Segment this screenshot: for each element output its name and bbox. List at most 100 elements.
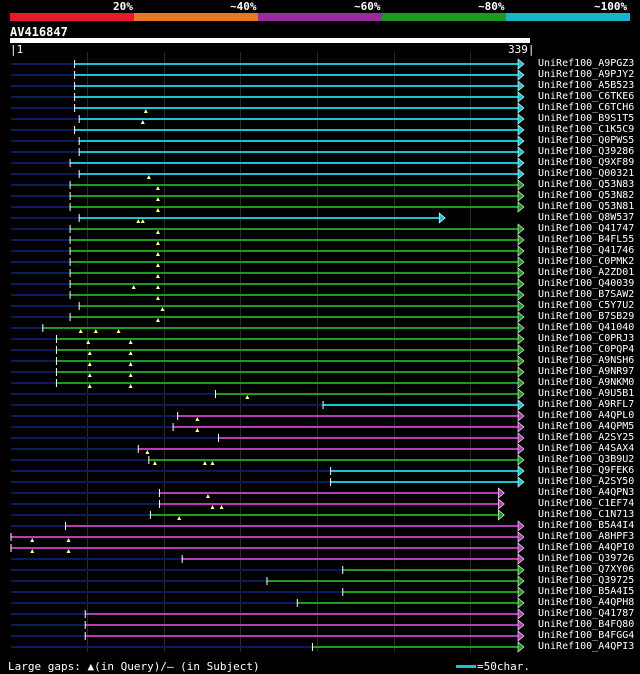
hit-arrow [517,476,525,488]
query-gap-marker [145,450,150,454]
hit-label[interactable]: UniRef100_Q0PWS5 [538,135,635,146]
hit-label[interactable]: UniRef100_Q9XF89 [538,157,635,168]
query-gap-marker [140,219,145,223]
hit-label[interactable]: UniRef100_A9PJY2 [538,69,635,80]
hit-arrow [517,135,525,147]
hit-label[interactable]: UniRef100_Q41746 [538,245,635,256]
hit-arrow [517,124,525,136]
hit-label[interactable]: UniRef100_B4FGG4 [538,630,635,641]
hit-label[interactable]: UniRef100_A2SY25 [538,432,635,443]
hit-arrow [517,553,525,565]
hit-label[interactable]: UniRef100_C0PRJ3 [538,333,635,344]
hit-label[interactable]: UniRef100_B5A4I5 [538,586,635,597]
hit-label[interactable]: UniRef100_Q9FEK6 [538,465,635,476]
hit-label[interactable]: UniRef100_A9U5B1 [538,388,635,399]
query-gap-marker [155,263,160,267]
hit-label[interactable]: UniRef100_C6TCH6 [538,102,635,113]
hit-label[interactable]: UniRef100_C0PMK2 [538,256,635,267]
hit-arrow [498,498,505,510]
hit-label[interactable]: UniRef100_A9NSH6 [538,355,635,366]
hit-arrow [517,322,525,334]
query-gap-marker [155,208,160,212]
query-gap-marker [87,384,92,388]
query-gap-marker [140,120,145,124]
hit-arrow [517,234,525,246]
hit-arrow [517,146,525,158]
hit-label[interactable]: UniRef100_B4FQ80 [538,619,635,630]
hit-label[interactable]: UniRef100_Q41040 [538,322,635,333]
hit-label[interactable]: UniRef100_A9NR97 [538,366,635,377]
query-gap-marker [245,395,250,399]
hit-label[interactable]: UniRef100_A4QPM5 [538,421,635,432]
hit-label[interactable]: UniRef100_A4QPI0 [538,542,635,553]
hit-label[interactable]: UniRef100_A4SAX4 [538,443,635,454]
query-gap-marker [195,417,200,421]
query-gap-marker [155,241,160,245]
hit-arrow [498,487,505,499]
hit-label[interactable]: UniRef100_Q41747 [538,223,635,234]
hit-label[interactable]: UniRef100_C1EF74 [538,498,635,509]
hit-arrow [517,377,525,389]
hit-label[interactable]: UniRef100_Q3B9U2 [538,454,635,465]
hit-arrow [517,454,525,466]
hit-label[interactable]: UniRef100_A2ZD01 [538,267,635,278]
hit-label[interactable]: UniRef100_C1N713 [538,509,635,520]
grid-line [164,52,165,652]
hit-arrow [517,80,525,92]
query-gap-marker [143,109,148,113]
hit-label[interactable]: UniRef100_C1K5C9 [538,124,635,135]
hit-arrow [517,564,525,576]
query-gap-marker [30,538,35,542]
hit-label[interactable]: UniRef100_C5Y7U2 [538,300,635,311]
hit-label[interactable]: UniRef100_Q39286 [538,146,635,157]
hit-label[interactable]: UniRef100_C0PQP4 [538,344,635,355]
hit-label[interactable]: UniRef100_Q39725 [538,575,635,586]
ruler-start: |1 [10,43,24,56]
hit-label[interactable]: UniRef100_A9PGZ3 [538,58,635,69]
query-gap-marker [155,296,160,300]
hit-label[interactable]: UniRef100_Q40039 [538,278,635,289]
hit-label[interactable]: UniRef100_Q39726 [538,553,635,564]
hit-arrow [517,278,525,290]
hit-label[interactable]: UniRef100_B7SAW2 [538,289,635,300]
hit-label[interactable]: UniRef100_A5B523 [538,80,635,91]
hit-arrow [517,355,525,367]
hit-label[interactable]: UniRef100_A4QPH8 [538,597,635,608]
hit-label[interactable]: UniRef100_A4QPN3 [538,487,635,498]
hit-label[interactable]: UniRef100_A4QPL0 [538,410,635,421]
query-gap-marker [128,340,133,344]
hit-label[interactable]: UniRef100_B5A4I4 [538,520,635,531]
hit-arrow [517,531,525,543]
hit-arrow [517,113,525,125]
query-bar [10,38,530,43]
hit-label[interactable]: UniRef100_A2SY50 [538,476,635,487]
query-gap-marker [205,494,210,498]
legend-swatch-green [382,13,506,21]
ruler-end-value: 339 [508,43,528,56]
hit-label[interactable]: UniRef100_A8HPF3 [538,531,635,542]
hit-arrow [517,102,525,114]
hit-arrow [517,641,525,653]
hit-arrow [517,267,525,279]
hit-label[interactable]: UniRef100_Q53N81 [538,201,635,212]
hit-label[interactable]: UniRef100_A9NKM0 [538,377,635,388]
hit-label[interactable]: UniRef100_Q7XY06 [538,564,635,575]
hit-arrow [517,388,525,400]
hit-label[interactable]: UniRef100_Q53N82 [538,190,635,201]
hit-label[interactable]: UniRef100_Q41787 [538,608,635,619]
scale-bar [456,665,476,668]
hit-label[interactable]: UniRef100_C6TKE6 [538,91,635,102]
hit-arrow [517,256,525,268]
hit-arrow [517,201,525,213]
grid-line [394,52,395,652]
hit-label[interactable]: UniRef100_Q53N83 [538,179,635,190]
hit-arrow [517,69,525,81]
hit-label[interactable]: UniRef100_B4FL55 [538,234,635,245]
hit-label[interactable]: UniRef100_B7SB29 [538,311,635,322]
hit-label[interactable]: UniRef100_B9S1T5 [538,113,635,124]
legend-swatch-orange [134,13,258,21]
hit-label[interactable]: UniRef100_Q00321 [538,168,635,179]
hit-label[interactable]: UniRef100_A4QPI3 [538,641,635,652]
hit-label[interactable]: UniRef100_A9RFL7 [538,399,635,410]
hit-label[interactable]: UniRef100_Q8W537 [538,212,635,223]
